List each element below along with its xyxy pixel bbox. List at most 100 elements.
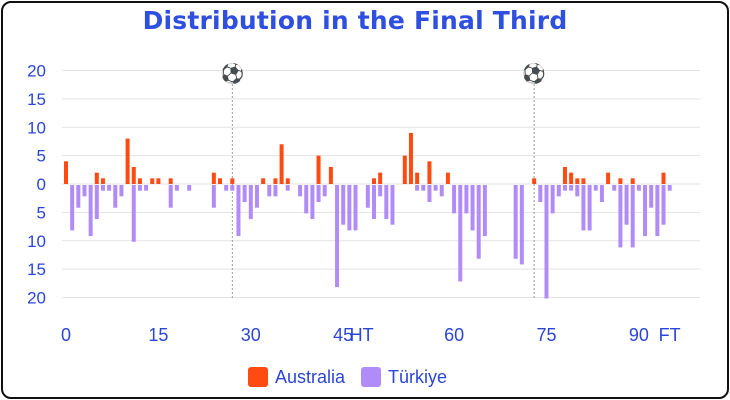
bar-australia bbox=[285, 178, 290, 184]
x-tick-label: 0 bbox=[61, 325, 71, 345]
bar-turkiye bbox=[538, 185, 543, 203]
bar-australia bbox=[402, 155, 407, 184]
bar-australia bbox=[261, 178, 266, 184]
bar-turkiye bbox=[285, 185, 290, 191]
bar-turkiye bbox=[230, 185, 235, 191]
bar-australia bbox=[427, 161, 432, 184]
bar-turkiye bbox=[335, 185, 340, 288]
bar-australia bbox=[273, 178, 278, 184]
legend-label-turkiye: Türkiye bbox=[388, 366, 448, 387]
bar-australia bbox=[137, 178, 142, 184]
bar-turkiye bbox=[458, 185, 463, 282]
bar-turkiye bbox=[581, 185, 586, 231]
soccer-ball-icon: ⚽ bbox=[521, 62, 546, 85]
bar-turkiye bbox=[119, 185, 124, 197]
bar-turkiye bbox=[667, 185, 672, 191]
bar-turkiye bbox=[100, 185, 105, 191]
bar-turkiye bbox=[612, 185, 617, 191]
bar-australia bbox=[150, 178, 155, 184]
bar-turkiye bbox=[599, 185, 604, 203]
bar-australia bbox=[532, 178, 537, 184]
bar-turkiye bbox=[421, 185, 426, 191]
bar-turkiye bbox=[624, 185, 629, 225]
bar-turkiye bbox=[224, 185, 229, 191]
bar-turkiye bbox=[304, 185, 309, 214]
bar-turkiye bbox=[575, 185, 580, 197]
y-tick-label: 15 bbox=[27, 90, 46, 109]
bar-turkiye bbox=[310, 185, 315, 220]
bar-turkiye bbox=[94, 185, 99, 220]
bar-turkiye bbox=[476, 185, 481, 259]
bar-turkiye bbox=[593, 185, 598, 191]
y-tick-label: 20 bbox=[27, 289, 46, 308]
bar-turkiye bbox=[661, 185, 666, 225]
bar-turkiye bbox=[372, 185, 376, 220]
bar-turkiye bbox=[88, 185, 93, 237]
bar-australia bbox=[445, 172, 450, 184]
bar-australia bbox=[211, 172, 216, 184]
x-tick-label: 45 bbox=[333, 325, 353, 345]
bar-turkiye bbox=[550, 185, 555, 214]
bar-turkiye bbox=[365, 185, 370, 208]
y-tick-label: 10 bbox=[27, 232, 46, 251]
bar-turkiye bbox=[168, 185, 173, 208]
x-tick-label: HT bbox=[350, 325, 374, 345]
legend-item-turkiye[interactable]: Türkiye bbox=[361, 367, 447, 388]
legend-swatch-turkiye bbox=[361, 367, 382, 387]
bar-turkiye bbox=[464, 185, 469, 214]
x-tick-label: 60 bbox=[444, 325, 464, 345]
legend: Australia Türkiye bbox=[248, 365, 463, 389]
bar-australia bbox=[415, 172, 420, 184]
bar-australia bbox=[630, 178, 635, 184]
bar-australia bbox=[125, 138, 130, 184]
bar-turkiye bbox=[174, 185, 179, 191]
bar-turkiye bbox=[298, 185, 303, 197]
bar-turkiye bbox=[144, 185, 149, 191]
y-tick-label: 0 bbox=[37, 175, 46, 194]
legend-item-australia[interactable]: Australia bbox=[248, 367, 345, 388]
bar-turkiye bbox=[341, 185, 346, 225]
bar-turkiye bbox=[353, 185, 358, 231]
bar-australia bbox=[131, 166, 136, 184]
bar-australia bbox=[408, 132, 413, 184]
bar-turkiye bbox=[655, 185, 660, 237]
bar-australia bbox=[168, 178, 173, 184]
bar-turkiye bbox=[82, 185, 87, 197]
bar-australia bbox=[230, 178, 235, 184]
bar-australia bbox=[618, 178, 623, 184]
bar-turkiye bbox=[618, 185, 623, 248]
bar-turkiye bbox=[452, 185, 457, 214]
bar-turkiye bbox=[242, 185, 247, 203]
bar-turkiye bbox=[643, 185, 648, 237]
x-tick-label: 90 bbox=[629, 325, 649, 345]
bar-turkiye bbox=[433, 185, 438, 191]
y-tick-label: 5 bbox=[37, 203, 46, 222]
bar-turkiye bbox=[630, 185, 635, 248]
bar-turkiye bbox=[427, 185, 432, 203]
x-tick-label: FT bbox=[659, 325, 681, 345]
bar-turkiye bbox=[544, 185, 549, 299]
bar-turkiye bbox=[439, 185, 444, 197]
y-tick-label: 10 bbox=[27, 118, 46, 137]
bar-turkiye bbox=[636, 185, 641, 191]
bar-turkiye bbox=[107, 185, 112, 191]
bar-australia bbox=[279, 144, 284, 184]
bar-turkiye bbox=[137, 185, 142, 191]
bar-turkiye bbox=[236, 185, 241, 237]
bar-australia bbox=[64, 161, 68, 184]
bar-turkiye bbox=[316, 185, 321, 203]
bar-turkiye bbox=[322, 185, 327, 197]
x-tick-label: 30 bbox=[241, 325, 261, 345]
bar-turkiye bbox=[273, 185, 278, 197]
bar-australia bbox=[581, 178, 586, 184]
bar-turkiye bbox=[248, 185, 253, 220]
bar-australia bbox=[316, 155, 321, 184]
bar-turkiye bbox=[470, 185, 475, 231]
bar-turkiye bbox=[649, 185, 654, 208]
bar-turkiye bbox=[70, 185, 75, 231]
legend-label-australia: Australia bbox=[275, 366, 346, 387]
bar-turkiye bbox=[415, 185, 420, 191]
bar-australia bbox=[218, 178, 222, 184]
